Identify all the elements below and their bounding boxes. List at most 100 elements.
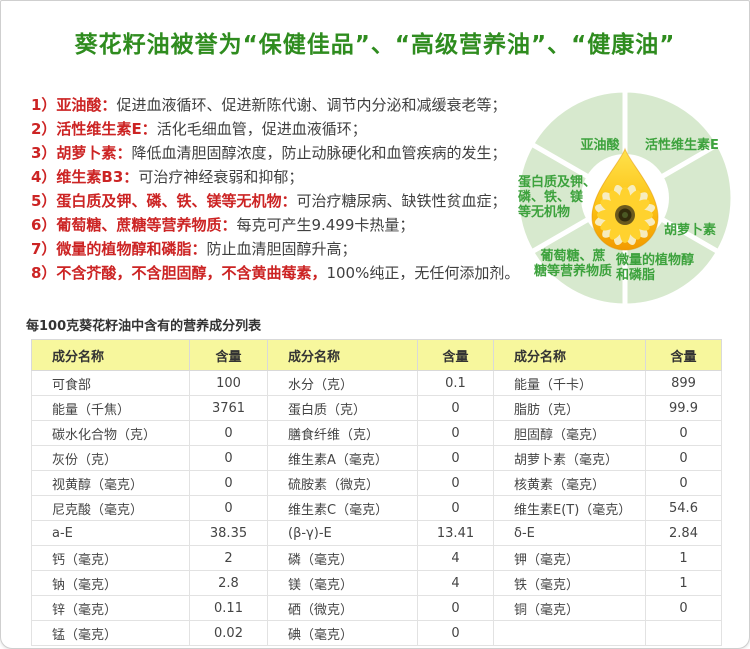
cell-component-name: (β-γ)-E <box>267 520 418 546</box>
cell-component-name: 钙（毫克） <box>31 545 190 571</box>
header-cell-name-2: 成分名称 <box>267 339 418 371</box>
benefit-label: 8）不含芥酸，不含胆固醇，不含黄曲莓素， <box>31 264 327 282</box>
benefit-desc: 降低血清胆固醇浓度，防止动脉硬化和血管疾病的发生； <box>131 144 507 162</box>
cell-component-name: δ-E <box>493 520 646 546</box>
cell-component-name: a-E <box>31 520 190 546</box>
cell-amount: 0.02 <box>189 620 268 646</box>
cell-amount: 0 <box>645 470 722 496</box>
cell-amount: 1 <box>645 570 722 596</box>
cell-component-name: 脂肪（克） <box>493 395 646 421</box>
header-cell-amount-1: 含量 <box>189 339 268 371</box>
benefit-item: 4）维生素B3：可治疗神经衰弱和抑郁； <box>31 165 521 189</box>
cell-amount: 54.6 <box>645 495 722 521</box>
benefit-label: 6）葡萄糖、蔗糖等营养物质： <box>31 216 237 234</box>
cell-amount: 0 <box>189 420 268 446</box>
header-cell-amount-2: 含量 <box>417 339 494 371</box>
cell-amount: 899 <box>645 370 722 396</box>
wheel-label-linoleic-acid: 亚油酸 <box>580 138 620 153</box>
table-row: 视黄醇（毫克） 0 硫胺素（微克） 0 核黄素（毫克） 0 <box>31 470 722 496</box>
cell-amount: 0 <box>645 595 722 621</box>
cell-component-name: 维生素A（毫克） <box>267 445 418 471</box>
cell-amount: 13.41 <box>417 520 494 546</box>
cell-amount: 0 <box>645 445 722 471</box>
cell-amount: 0.11 <box>189 595 268 621</box>
cell-component-name: 蛋白质（克） <box>267 395 418 421</box>
cell-amount: 100 <box>189 370 268 396</box>
cell-amount: 0 <box>189 495 268 521</box>
cell-component-name: 尼克酸（毫克） <box>31 495 190 521</box>
table-row: 尼克酸（毫克） 0 维生素C（毫克） 0 维生素E(T)（毫克） 54.6 <box>31 495 722 521</box>
wheel-label-sugars: 葡萄糖、蔗 糖等营养物质 <box>533 249 612 279</box>
nutrient-wheel-diagram: 亚油酸 活性维生素E 蛋白质及钾、 磷、铁、镁 等无机物 胡萝卜素 葡萄糖、蔗 … <box>512 85 738 311</box>
benefit-desc: 活化毛细血管，促进血液循环； <box>156 120 367 138</box>
table-row: 碳水化合物（克） 0 膳食纤维（克） 0 胆固醇（毫克） 0 <box>31 420 722 446</box>
nutrition-table: 成分名称 含量 成分名称 含量 成分名称 含量 可食部 100 水分（克） 0.… <box>31 339 722 646</box>
cell-amount: 4 <box>417 545 494 571</box>
benefits-list: 1）亚油酸：促进血液循环、促进新陈代谢、调节内分泌和减缓衰老等； 2）活性维生素… <box>31 93 521 285</box>
benefit-item: 7）微量的植物醇和磷脂：防止血清胆固醇升高； <box>31 237 521 261</box>
benefit-item: 6）葡萄糖、蔗糖等营养物质：每克可产生9.499卡热量； <box>31 213 521 237</box>
header-cell-amount-3: 含量 <box>645 339 722 371</box>
cell-amount: 0 <box>417 470 494 496</box>
cell-component-name: 钾（毫克） <box>493 545 646 571</box>
wheel-pie-icon <box>514 87 736 309</box>
cell-component-name: 锌（毫克） <box>31 595 190 621</box>
cell-component-name: 可食部 <box>31 370 190 396</box>
cell-amount: 0 <box>189 445 268 471</box>
table-row: 可食部 100 水分（克） 0.1 能量（千卡） 899 <box>31 370 722 396</box>
table-row: 能量（千焦） 3761 蛋白质（克） 0 脂肪（克） 99.9 <box>31 395 722 421</box>
cell-amount: 0 <box>417 620 494 646</box>
cell-amount: 1 <box>645 545 722 571</box>
cell-amount: 0 <box>417 420 494 446</box>
cell-component-name: 维生素E(T)（毫克） <box>493 495 646 521</box>
cell-component-name: 膳食纤维（克） <box>267 420 418 446</box>
benefit-desc: 防止血清胆固醇升高； <box>206 240 357 258</box>
cell-amount: 2 <box>189 545 268 571</box>
table-header-row: 成分名称 含量 成分名称 含量 成分名称 含量 <box>31 339 722 371</box>
cell-component-name: 能量（千卡） <box>493 370 646 396</box>
cell-component-name: 锰（毫克） <box>31 620 190 646</box>
benefit-item: 3）胡萝卜素：降低血清胆固醇浓度，防止动脉硬化和血管疾病的发生； <box>31 141 521 165</box>
cell-amount: 38.35 <box>189 520 268 546</box>
cell-component-name: 硫胺素（微克） <box>267 470 418 496</box>
cell-amount: 2.84 <box>645 520 722 546</box>
cell-amount <box>645 620 722 646</box>
cell-amount: 4 <box>417 570 494 596</box>
table-row: 锰（毫克） 0.02 碘（毫克） 0 <box>31 620 722 646</box>
cell-amount: 2.8 <box>189 570 268 596</box>
wheel-label-carotene: 胡萝卜素 <box>663 223 716 238</box>
cell-component-name: 能量（千焦） <box>31 395 190 421</box>
cell-component-name: 碳水化合物（克） <box>31 420 190 446</box>
cell-amount: 0.1 <box>417 370 494 396</box>
cell-component-name: 铜（毫克） <box>493 595 646 621</box>
cell-amount: 3761 <box>189 395 268 421</box>
cell-amount: 0 <box>417 595 494 621</box>
benefit-item: 8）不含芥酸，不含胆固醇，不含黄曲莓素，100%纯正，无任何添加剂。 <box>31 261 521 285</box>
table-row: 灰份（克） 0 维生素A（毫克） 0 胡萝卜素（毫克） 0 <box>31 445 722 471</box>
wheel-label-phytosterol: 微量的植物醇 和磷脂 <box>616 253 695 283</box>
benefit-label: 4）维生素B3： <box>31 168 139 186</box>
cell-component-name: 钠（毫克） <box>31 570 190 596</box>
cell-amount: 99.9 <box>645 395 722 421</box>
benefit-label: 2）活性维生素E： <box>31 120 157 138</box>
page-title: 葵花籽油被誉为“保健佳品”、“高级营养油”、“健康油” <box>74 32 676 58</box>
benefit-desc: 每克可产生9.499卡热量； <box>236 216 415 234</box>
cell-component-name: 硒（微克） <box>267 595 418 621</box>
cell-component-name: 碘（毫克） <box>267 620 418 646</box>
benefit-label: 5）蛋白质及钾、磷、铁、镁等无机物： <box>31 192 297 210</box>
benefit-desc: 促进血液循环、促进新陈代谢、调节内分泌和减缓衰老等； <box>116 96 507 114</box>
table-caption: 每100克葵花籽油中含有的营养成分列表 <box>26 319 262 334</box>
cell-amount: 0 <box>417 395 494 421</box>
benefit-desc: 可治疗神经衰弱和抑郁； <box>138 168 304 186</box>
cell-component-name <box>493 620 646 646</box>
wheel-label-vitamin-e: 活性维生素E <box>645 138 719 153</box>
cell-component-name: 胡萝卜素（毫克） <box>493 445 646 471</box>
cell-amount: 0 <box>189 470 268 496</box>
benefit-label: 3）胡萝卜素： <box>31 144 132 162</box>
cell-amount: 0 <box>645 420 722 446</box>
cell-component-name: 核黄素（毫克） <box>493 470 646 496</box>
cell-component-name: 磷（毫克） <box>267 545 418 571</box>
cell-amount: 0 <box>417 495 494 521</box>
table-row: 钠（毫克） 2.8 镁（毫克） 4 铁（毫克） 1 <box>31 570 722 596</box>
